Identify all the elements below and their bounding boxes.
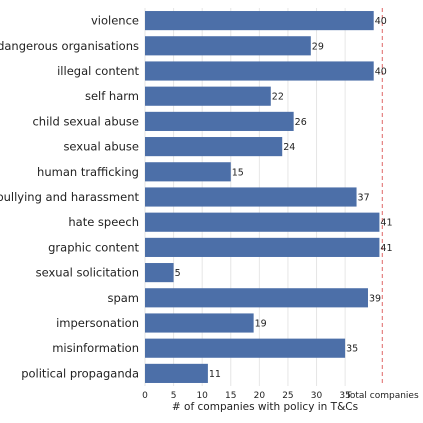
category-label-sexual-abuse: sexual abuse bbox=[63, 140, 139, 154]
value-label-impersonation: 19 bbox=[255, 319, 267, 330]
category-label-bullying-and-harassment: bullying and harassment bbox=[0, 190, 139, 204]
category-label-hate-speech: hate speech bbox=[68, 215, 139, 229]
value-label-misinformation: 35 bbox=[346, 344, 358, 355]
category-labels: violence dangerous organisations illegal c… bbox=[0, 14, 139, 381]
bar-self-harm bbox=[145, 86, 271, 106]
value-label-dangerous-organisations: 29 bbox=[312, 41, 324, 52]
value-label-hate-speech: 41 bbox=[380, 218, 392, 229]
value-labels: 40 29 40 22 26 24 15 37 41 41 5 39 19 35 11 bbox=[175, 16, 393, 380]
value-label-political-propaganda: 11 bbox=[209, 369, 221, 380]
category-label-impersonation: impersonation bbox=[56, 316, 139, 330]
bar-political-propaganda bbox=[145, 363, 208, 383]
bar-illegal-content bbox=[145, 61, 374, 81]
x-tick-label-30: 30 bbox=[311, 391, 323, 401]
category-label-sexual-solicitation: sexual solicitation bbox=[36, 266, 139, 280]
x-tick-label-35: 35 bbox=[339, 391, 350, 401]
x-tick-label-0: 0 bbox=[142, 391, 148, 401]
category-label-graphic-content: graphic content bbox=[48, 240, 139, 254]
bar-misinformation bbox=[145, 338, 346, 358]
category-label-illegal-content: illegal content bbox=[57, 64, 139, 78]
value-label-sexual-solicitation: 5 bbox=[175, 268, 181, 279]
bar-hate-speech bbox=[145, 212, 380, 232]
category-label-misinformation: misinformation bbox=[52, 341, 139, 355]
value-label-bullying-and-harassment: 37 bbox=[358, 193, 370, 204]
bar-graphic-content bbox=[145, 237, 380, 257]
bar-bullying-and-harassment bbox=[145, 187, 357, 207]
category-label-child-sexual-abuse: child sexual abuse bbox=[32, 114, 139, 128]
value-label-illegal-content: 40 bbox=[375, 67, 387, 78]
category-label-spam: spam bbox=[107, 291, 139, 305]
x-tick-label-20: 20 bbox=[254, 391, 266, 401]
category-label-dangerous-organisations: dangerous organisations bbox=[0, 39, 139, 53]
x-tick-label-15: 15 bbox=[225, 391, 236, 401]
category-label-self-harm: self harm bbox=[85, 89, 139, 103]
value-label-child-sexual-abuse: 26 bbox=[295, 117, 307, 128]
bar-child-sexual-abuse bbox=[145, 111, 294, 131]
category-label-political-propaganda: political propaganda bbox=[21, 366, 139, 380]
x-axis-title: # of companies with policy in T&Cs bbox=[172, 401, 358, 413]
x-tick-label-10: 10 bbox=[196, 391, 208, 401]
value-label-self-harm: 22 bbox=[272, 92, 284, 103]
bar-human-trafficking bbox=[145, 162, 231, 182]
total-companies-label: Total companies bbox=[345, 391, 419, 401]
bar-sexual-abuse bbox=[145, 137, 283, 157]
value-label-human-trafficking: 15 bbox=[232, 167, 244, 178]
value-label-graphic-content: 41 bbox=[380, 243, 392, 254]
bars bbox=[145, 11, 380, 383]
x-tick-label-25: 25 bbox=[282, 391, 293, 401]
value-label-sexual-abuse: 24 bbox=[283, 142, 295, 153]
x-tick-label-5: 5 bbox=[171, 391, 177, 401]
bar-spam bbox=[145, 288, 368, 308]
bar-dangerous-organisations bbox=[145, 36, 311, 56]
bar-sexual-solicitation bbox=[145, 263, 174, 283]
value-label-spam: 39 bbox=[369, 293, 381, 304]
value-label-violence: 40 bbox=[375, 16, 387, 27]
bar-impersonation bbox=[145, 313, 254, 333]
category-label-human-trafficking: human trafficking bbox=[37, 165, 139, 179]
bar-violence bbox=[145, 11, 374, 31]
category-label-violence: violence bbox=[91, 14, 139, 28]
